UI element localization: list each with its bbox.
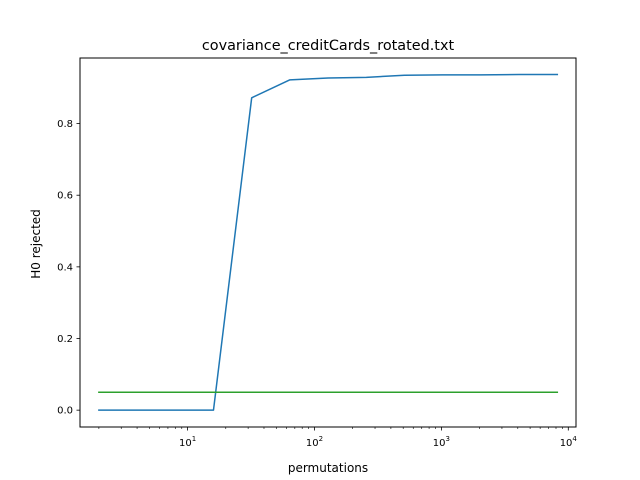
y-tick-label: 0.6: [57, 191, 73, 202]
y-tick-label: 0.2: [57, 334, 73, 345]
y-tick-label: 0.0: [57, 406, 73, 417]
axes-frame: [79, 57, 577, 428]
x-tick-label: 103: [433, 435, 450, 449]
y-axis-label: H0 rejected: [29, 209, 43, 279]
x-tick-label: 101: [179, 435, 196, 449]
series-line-1: [98, 73, 559, 411]
x-tick-label: 104: [560, 435, 578, 449]
series-layer: [98, 73, 559, 411]
y-tick-label: 0.4: [57, 262, 73, 273]
chart-title: covariance_creditCards_rotated.txt: [202, 38, 455, 54]
x-tick-label: 102: [306, 435, 323, 449]
y-tick-label: 0.8: [57, 119, 73, 130]
x-axis-label: permutations: [288, 461, 368, 475]
